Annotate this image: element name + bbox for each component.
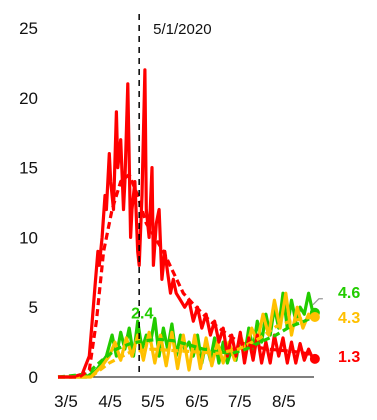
series-end-dot (309, 311, 320, 322)
y-tick-label: 25 (19, 19, 38, 38)
series-trend-line (58, 315, 314, 379)
x-axis-tick-labels: 3/5 4/5 5/5 6/5 7/5 8/5 (54, 392, 295, 411)
series-end-label: 1.3 (338, 349, 360, 366)
series-peak-label: 2.4 (131, 305, 153, 322)
series-trend-line (57, 315, 314, 379)
series-line (58, 68, 315, 379)
reference-line-label: 5/1/2020 (153, 21, 211, 38)
series-end-label: 4.6 (338, 285, 360, 302)
y-tick-label: 15 (19, 159, 38, 178)
series-end-label: 4.3 (338, 310, 360, 327)
x-tick-label: 3/5 (54, 392, 78, 411)
x-tick-label: 4/5 (98, 392, 122, 411)
x-tick-label: 7/5 (228, 392, 252, 411)
plot-area: 5/1/2020 2.4 4.6 4.3 1.3 (57, 14, 360, 379)
x-tick-label: 8/5 (272, 392, 296, 411)
y-axis-tick-labels: 0 5 10 15 20 25 (19, 19, 38, 387)
series-end-leader (312, 298, 323, 306)
x-tick-label: 5/5 (141, 392, 165, 411)
series-trend-line (58, 171, 314, 379)
series-layer (57, 68, 315, 379)
y-tick-label: 0 (29, 368, 38, 387)
y-tick-label: 20 (19, 89, 38, 108)
series-end-dot (309, 353, 320, 364)
y-tick-label: 10 (19, 228, 38, 247)
series-line (58, 291, 314, 379)
series-end-markers: 2.4 4.6 4.3 1.3 (131, 285, 360, 366)
x-tick-label: 6/5 (185, 392, 209, 411)
y-tick-label: 5 (29, 298, 38, 317)
